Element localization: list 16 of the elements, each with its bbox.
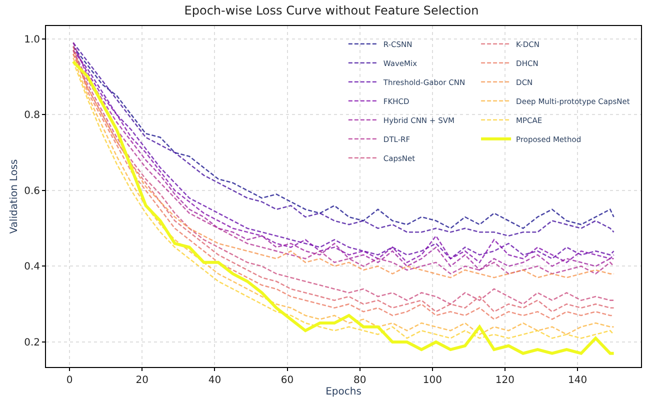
chart-title: Epoch-wise Loss Curve without Feature Selection (184, 4, 479, 18)
y-tick-label: 0.6 (24, 186, 40, 197)
x-tick-label: 140 (568, 375, 588, 386)
x-tick-label: 60 (280, 375, 294, 386)
y-tick-label: 1.0 (24, 34, 40, 46)
x-tick-label: 20 (136, 375, 149, 386)
y-axis-title: Validation Loss (9, 159, 20, 234)
x-tick-label: 100 (422, 375, 442, 386)
x-axis-title: Epochs (326, 386, 362, 398)
x-tick-label: 120 (495, 375, 514, 386)
x-tick-label: 80 (353, 375, 366, 386)
y-tick-label: 0.2 (24, 337, 40, 348)
x-tick-label: 40 (208, 375, 222, 386)
x-tick-label: 0 (66, 375, 73, 386)
y-tick-label: 0.8 (24, 110, 40, 122)
y-tick-label: 0.4 (24, 262, 40, 273)
